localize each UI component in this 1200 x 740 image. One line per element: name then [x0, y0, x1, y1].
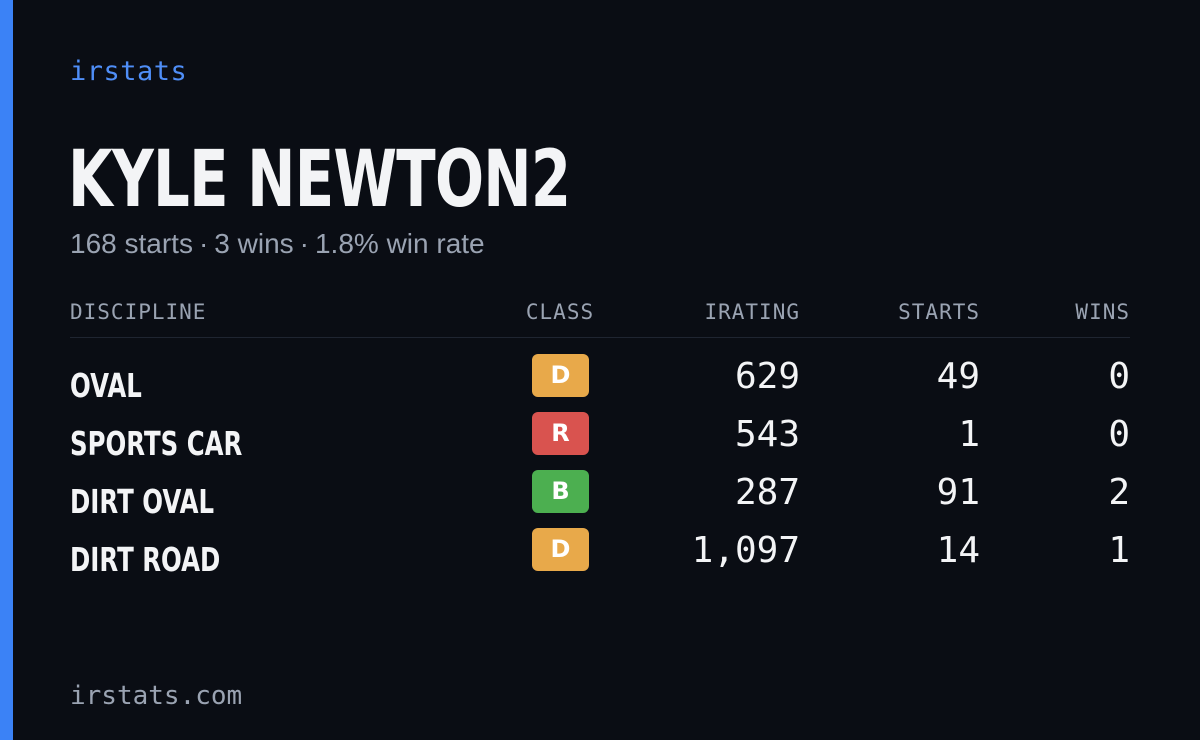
- irating-value: 629: [734, 356, 800, 397]
- wins-summary: 3 wins: [214, 228, 294, 259]
- starts-value: 49: [936, 356, 980, 397]
- class-badge: B: [532, 470, 589, 513]
- brand-logo[interactable]: irstats: [70, 56, 188, 87]
- discipline-name: SPORTS CAR: [70, 424, 243, 463]
- table-row: DIRT ROAD D 1,097 14 1: [70, 528, 1130, 586]
- wins-value: 0: [1108, 356, 1130, 397]
- starts-summary: 168 starts: [70, 228, 193, 259]
- irating-value: 1,097: [691, 530, 800, 571]
- discipline-name: DIRT ROAD: [70, 540, 221, 579]
- header-discipline: DISCIPLINE: [70, 300, 207, 324]
- starts-value: 14: [936, 530, 980, 571]
- table-body: OVAL D 629 49 0 SPORTS CAR R 543 1 0 DIR…: [70, 354, 1130, 586]
- starts-value: 91: [936, 472, 980, 513]
- table-header: DISCIPLINE CLASS IRATING STARTS WINS: [70, 296, 1130, 338]
- starts-value: 1: [958, 414, 980, 455]
- wins-value: 1: [1108, 530, 1130, 571]
- accent-bar: [0, 0, 13, 740]
- separator: ·: [198, 228, 209, 259]
- wins-value: 0: [1108, 414, 1130, 455]
- discipline-name: DIRT OVAL: [70, 482, 215, 521]
- player-summary: 168 starts · 3 wins · 1.8% win rate: [70, 228, 485, 260]
- discipline-table: DISCIPLINE CLASS IRATING STARTS WINS OVA…: [70, 296, 1130, 586]
- header-class: CLASS: [525, 300, 595, 324]
- class-badge: D: [532, 354, 589, 397]
- footer-url[interactable]: irstats.com: [70, 681, 243, 711]
- class-badge: D: [532, 528, 589, 571]
- separator: ·: [299, 228, 309, 259]
- irating-value: 543: [734, 414, 800, 455]
- header-irating: IRATING: [704, 300, 800, 324]
- win-rate-summary: 1.8% win rate: [314, 228, 485, 259]
- player-name: KYLE NEWTON2: [68, 135, 571, 225]
- class-badge: R: [532, 412, 589, 455]
- table-row: DIRT OVAL B 287 91 2: [70, 470, 1130, 528]
- irating-value: 287: [734, 472, 800, 513]
- header-starts: STARTS: [898, 300, 980, 324]
- header-wins: WINS: [1075, 300, 1130, 324]
- table-row: SPORTS CAR R 543 1 0: [70, 412, 1130, 470]
- discipline-name: OVAL: [70, 366, 142, 405]
- table-row: OVAL D 629 49 0: [70, 354, 1130, 412]
- wins-value: 2: [1108, 472, 1130, 513]
